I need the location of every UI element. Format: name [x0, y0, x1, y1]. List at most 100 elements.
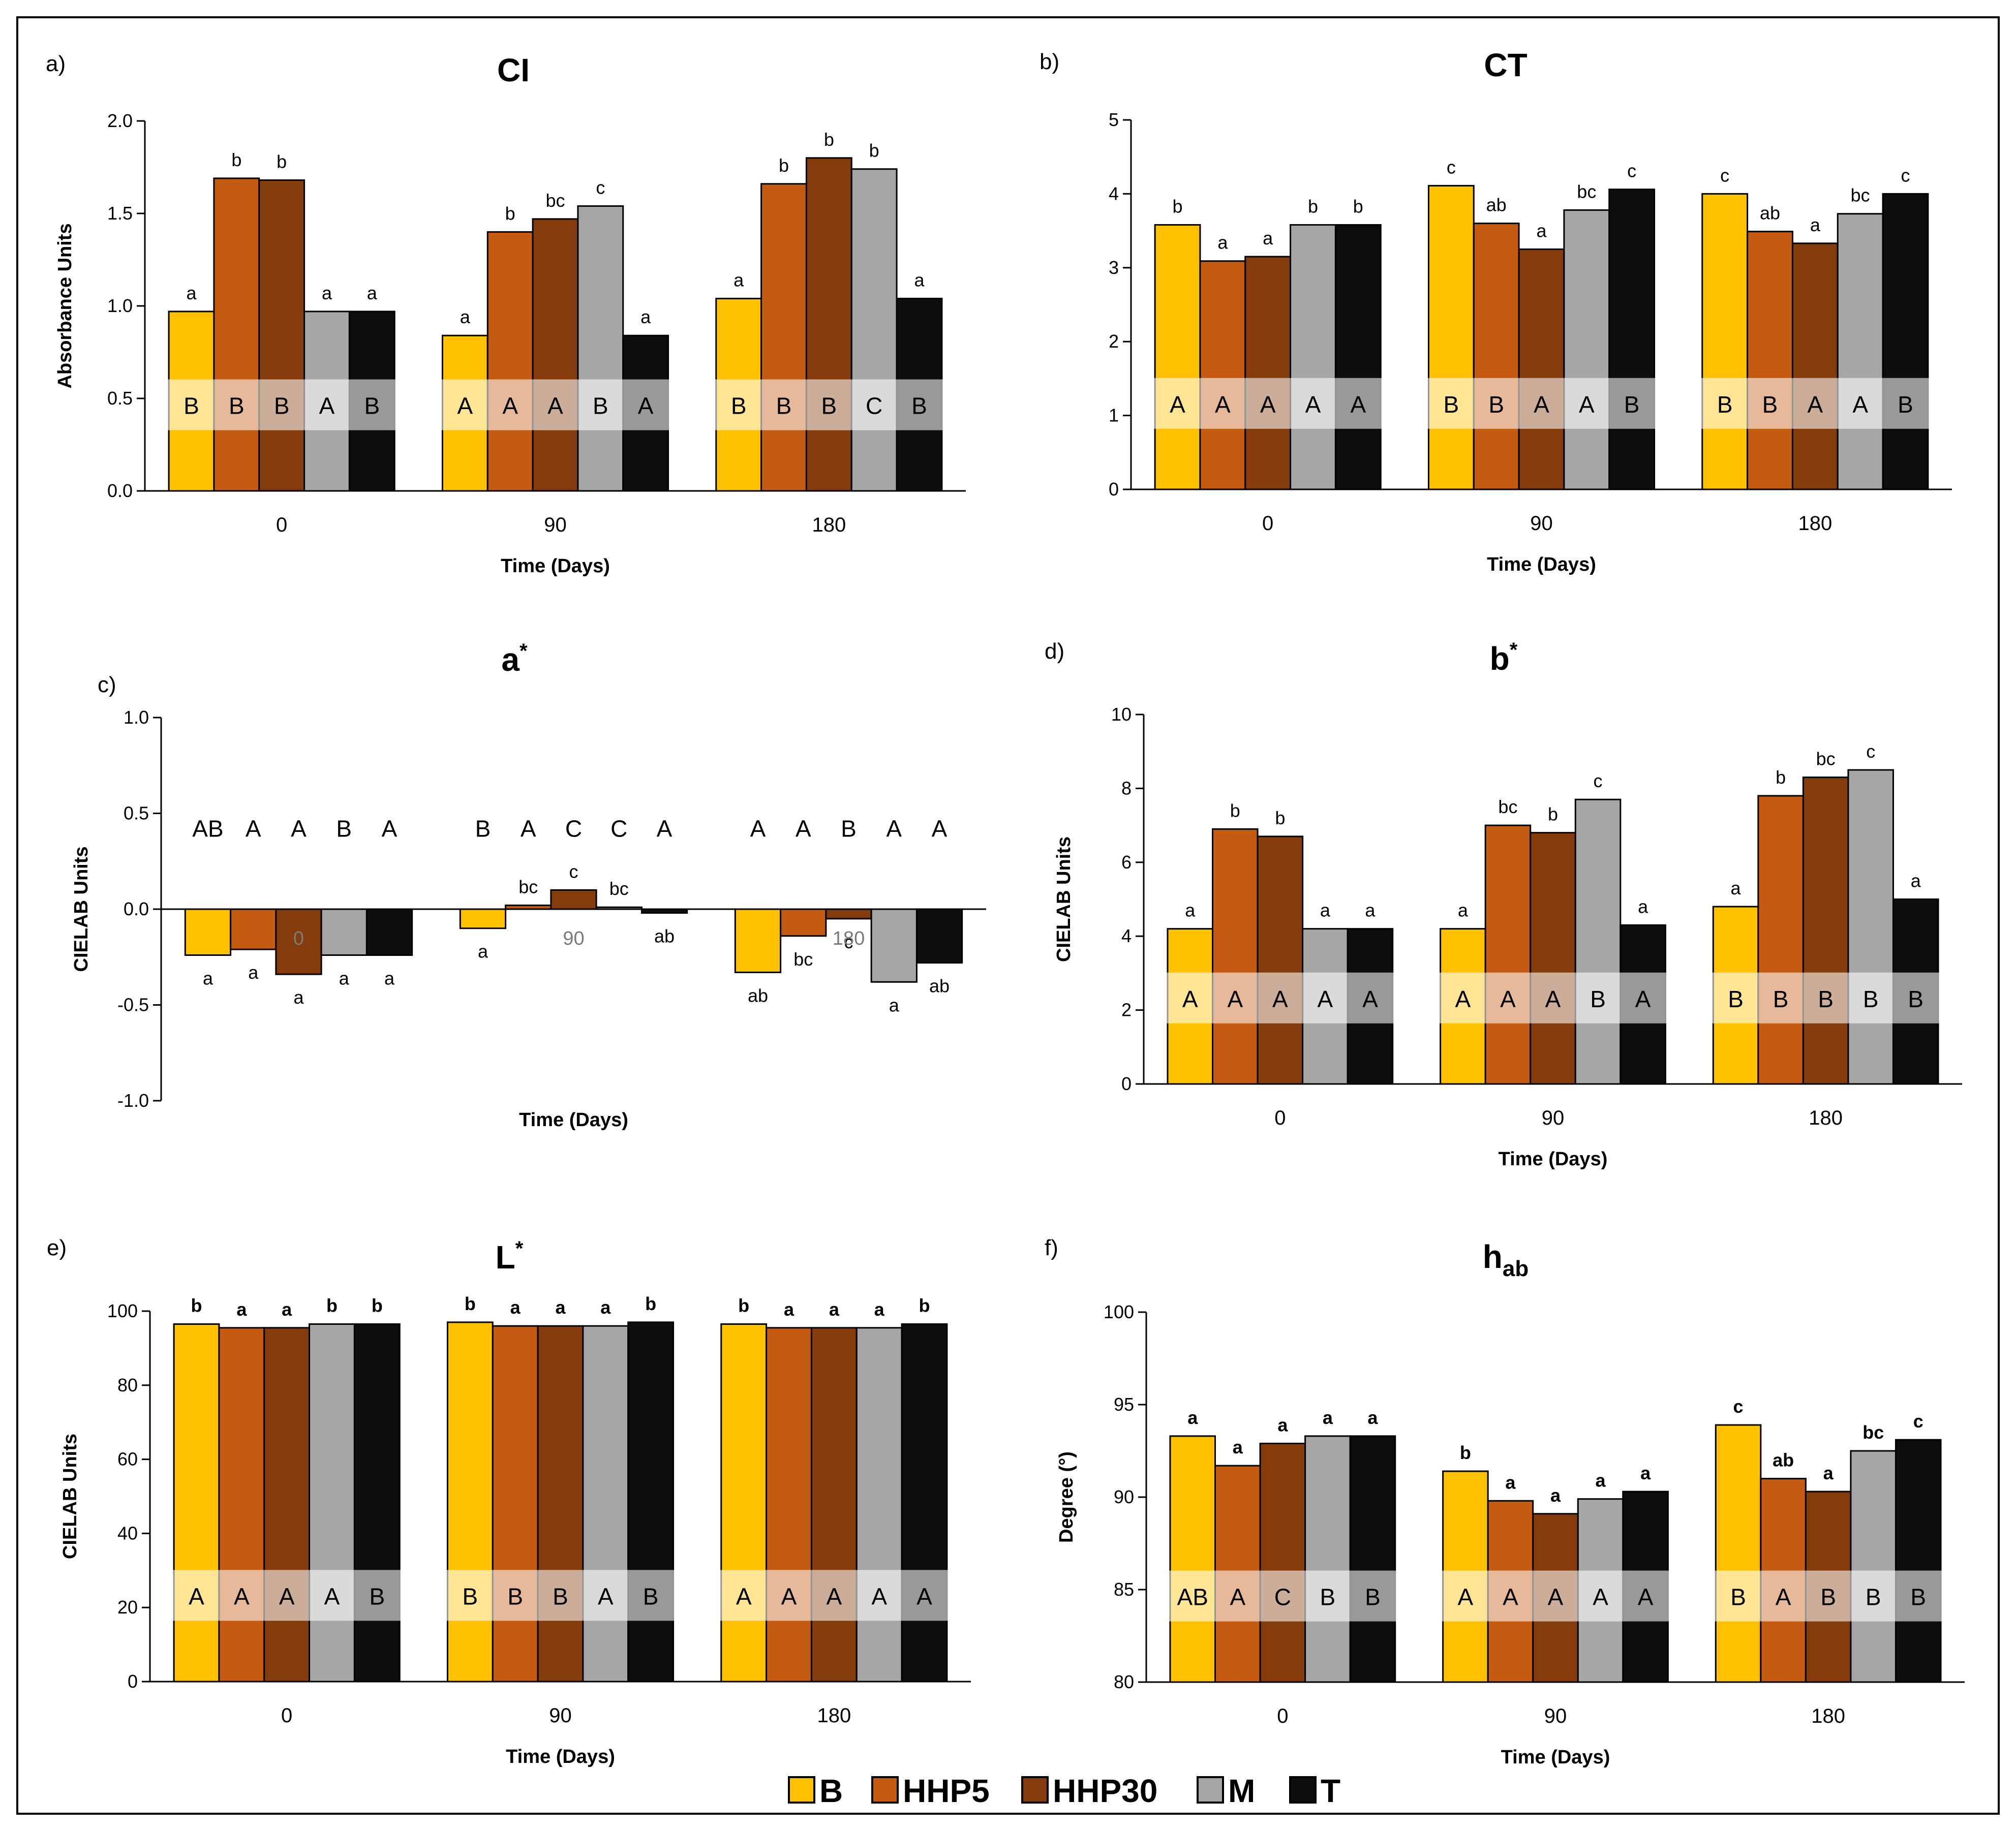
uppercase-letter: A — [1215, 391, 1231, 418]
bar-HHP30 — [1259, 1442, 1306, 1683]
uppercase-letter: A — [796, 816, 811, 842]
legend-swatch — [871, 1776, 899, 1804]
uppercase-letter: B — [1818, 986, 1834, 1012]
uppercase-letter: A — [1593, 1584, 1608, 1610]
panel-label: e) — [47, 1235, 67, 1260]
y-tick-label: 1.0 — [107, 295, 133, 316]
uppercase-letter: C — [565, 816, 582, 842]
title-superscript: * — [515, 1237, 524, 1260]
figure-border — [16, 16, 2000, 1815]
bar-M — [1847, 769, 1894, 1085]
y-tick-label: 0.0 — [107, 480, 133, 501]
uppercase-letter: A — [502, 393, 518, 419]
x-tick-label: 0 — [1274, 1107, 1286, 1129]
lowercase-letter: b — [645, 1293, 656, 1314]
legend-label: HHP30 — [1053, 1773, 1157, 1809]
lowercase-letter: a — [293, 987, 304, 1008]
y-tick-label: 8 — [1121, 778, 1132, 798]
lowercase-letter: a — [1263, 228, 1273, 249]
bar-M — [309, 1323, 355, 1683]
lowercase-letter: b — [869, 140, 879, 161]
lowercase-letter: a — [478, 941, 488, 962]
bar-B — [720, 1323, 768, 1683]
panel-label: f) — [1045, 1235, 1058, 1260]
legend-swatch — [1197, 1776, 1224, 1804]
lowercase-letter: a — [734, 269, 744, 290]
chart-title: hab — [1483, 1238, 1529, 1281]
lowercase-letter: b — [824, 129, 834, 150]
x-tick-label: 90 — [544, 514, 567, 536]
uppercase-letter: A — [319, 393, 335, 419]
bar-HHP5 — [766, 1327, 812, 1683]
letter-band — [154, 1570, 420, 1621]
uppercase-letter: A — [1503, 1584, 1518, 1610]
letter-band — [700, 1570, 967, 1621]
lowercase-letter: b — [1776, 767, 1786, 788]
uppercase-letter: B — [593, 393, 608, 419]
letter-band — [1682, 378, 1948, 429]
uppercase-letter: B — [841, 816, 857, 842]
lowercase-letter: ab — [1486, 195, 1507, 215]
lowercase-letter: bc — [518, 876, 538, 897]
x-tick-label: 90 — [549, 1704, 572, 1727]
y-axis-title: CIELAB Units — [59, 1434, 81, 1559]
x-axis-title: Time (Days) — [501, 555, 610, 577]
y-tick-label: 20 — [117, 1597, 138, 1618]
bar-HHP5 — [1199, 260, 1246, 490]
bar-M — [320, 908, 368, 956]
bar-T — [1349, 1435, 1396, 1683]
letter-band — [1135, 378, 1401, 429]
y-tick-label: 10 — [1111, 704, 1132, 725]
uppercase-letter: A — [1170, 391, 1185, 418]
lowercase-letter: b — [191, 1295, 202, 1316]
lowercase-letter: ab — [1773, 1450, 1794, 1471]
uppercase-letter: B — [463, 1583, 478, 1609]
bar-HHP5 — [218, 1327, 265, 1683]
uppercase-letter: A — [750, 816, 766, 842]
lowercase-letter: b — [1173, 196, 1183, 216]
uppercase-letter: A — [1776, 1584, 1791, 1610]
uppercase-letter: A — [1305, 391, 1321, 418]
legend-label: T — [1321, 1773, 1340, 1809]
title-subscript: ab — [1503, 1256, 1529, 1281]
uppercase-letter: A — [638, 393, 654, 419]
uppercase-letter: B — [369, 1583, 385, 1609]
y-tick-label: 5 — [1109, 109, 1119, 130]
bar-HHP5 — [213, 177, 260, 492]
uppercase-letter: A — [234, 1583, 250, 1609]
uppercase-letter: A — [1318, 986, 1333, 1012]
uppercase-letter: B — [1444, 391, 1459, 418]
lowercase-letter: a — [510, 1297, 521, 1318]
uppercase-letter: A — [1455, 986, 1471, 1012]
lowercase-letter: b — [1230, 800, 1240, 821]
bar-HHP30 — [1518, 248, 1565, 490]
legend-item-HHP30: HHP30 — [1021, 1773, 1157, 1809]
lowercase-letter: b — [1460, 1442, 1471, 1463]
uppercase-letter: B — [1863, 986, 1879, 1012]
chart-title: a* — [501, 640, 528, 678]
lowercase-letter: b — [326, 1295, 338, 1316]
x-tick-label: 180 — [1811, 1705, 1845, 1727]
uppercase-letter: A — [324, 1583, 340, 1609]
uppercase-letter: A — [1534, 391, 1549, 418]
lowercase-letter: c — [1447, 157, 1456, 177]
bar-T — [1608, 189, 1656, 490]
uppercase-letter: A — [1227, 986, 1243, 1012]
lowercase-letter: b — [231, 149, 241, 170]
x-tick-label: 90 — [1544, 1705, 1567, 1727]
x-axis-title: Time (Days) — [1499, 1149, 1608, 1170]
legend-label: B — [819, 1773, 843, 1809]
y-tick-label: 40 — [117, 1523, 138, 1543]
chart-panel-0: a) CI 0.0 0.5 1.0 1.5 2.0 Absorbance Units a b b a a… — [46, 51, 966, 577]
bar-M — [856, 1327, 903, 1683]
uppercase-letter: A — [1230, 1584, 1245, 1610]
uppercase-letter: A — [657, 816, 673, 842]
y-tick-label: 1.5 — [107, 203, 133, 224]
x-tick-label: 0 — [1277, 1705, 1288, 1727]
lowercase-letter: a — [236, 1299, 247, 1320]
bar-B — [734, 908, 782, 973]
legend-item-T: T — [1289, 1773, 1340, 1809]
uppercase-letter: B — [1590, 986, 1606, 1012]
letter-band — [427, 1570, 694, 1621]
